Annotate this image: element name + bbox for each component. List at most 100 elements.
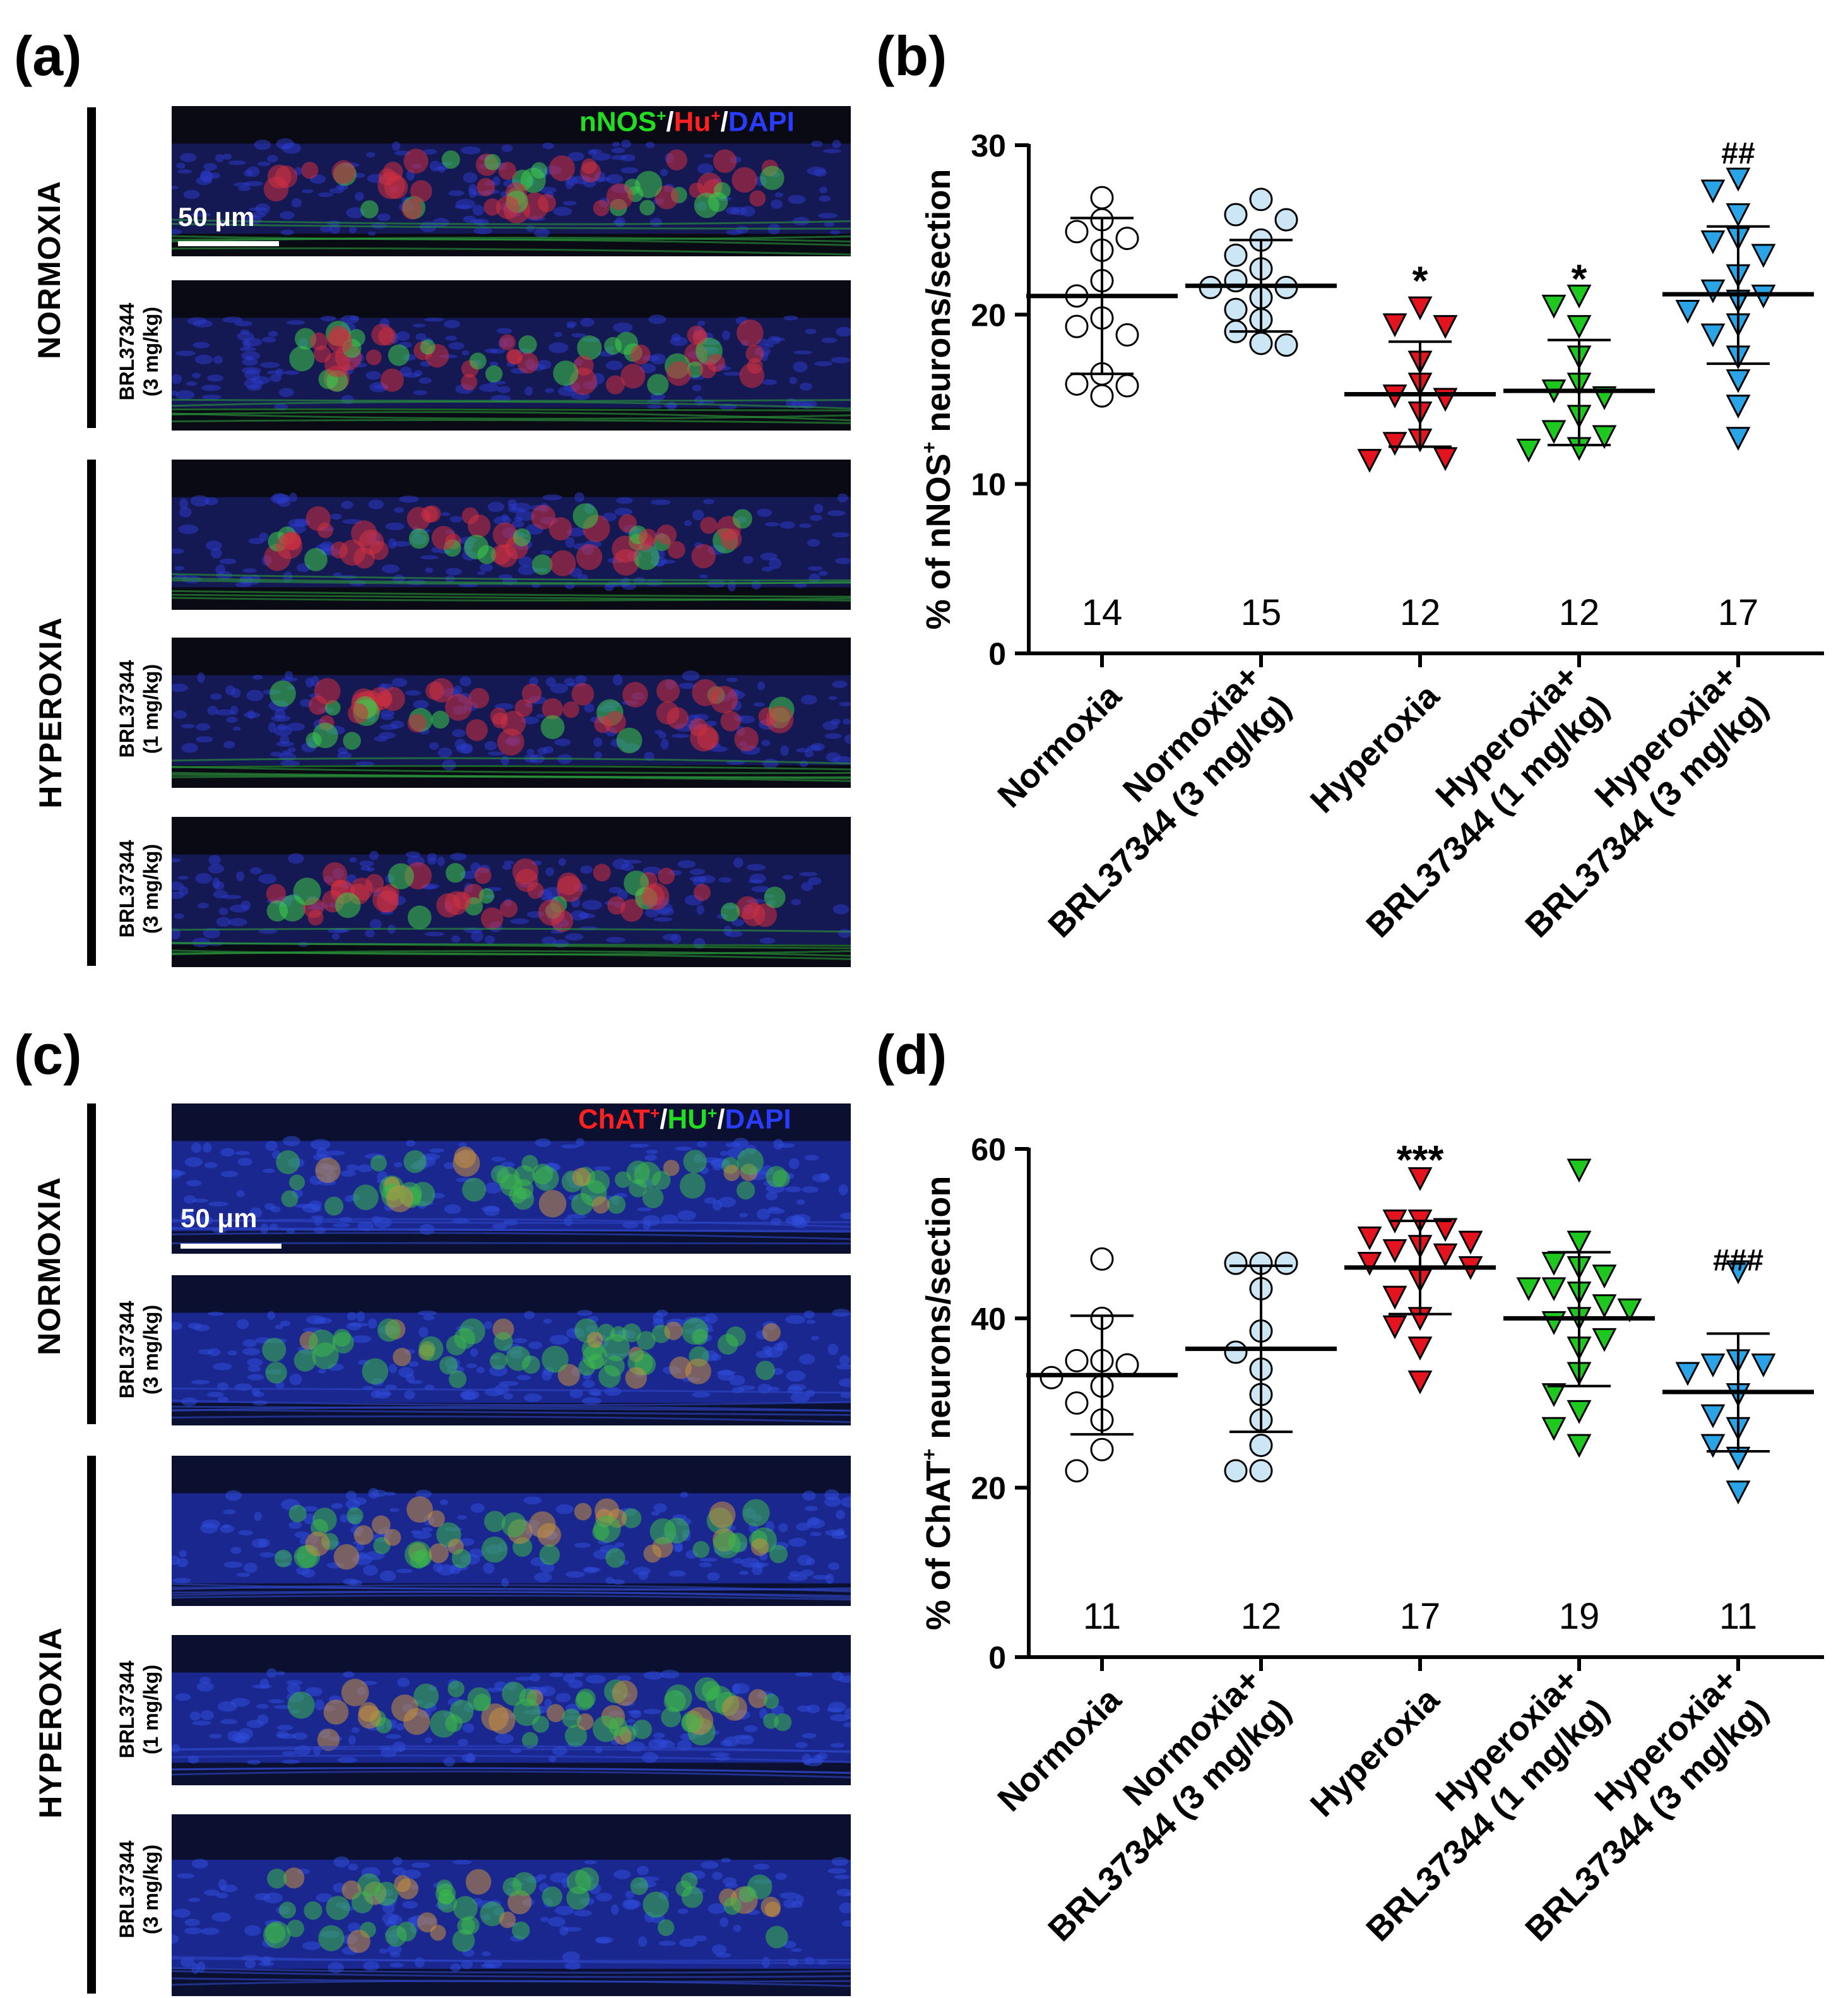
x-category-label: Normoxia [990, 677, 1128, 815]
data-point [1751, 1353, 1776, 1377]
data-point [1382, 1239, 1407, 1263]
data-point [1065, 220, 1089, 244]
data-point [1541, 294, 1567, 319]
data-point [1541, 1383, 1567, 1407]
panel-a-letter: (a) [14, 25, 82, 87]
data-point [1407, 1370, 1433, 1394]
x-category-label: Hyperoxia [1303, 1680, 1447, 1824]
row-label-c-5: BRL37344 (3 mg/kg) [116, 1840, 162, 1939]
significance-marker: *** [1397, 1137, 1444, 1182]
data-point [1675, 1362, 1700, 1386]
data-point [1224, 297, 1248, 321]
data-point [1726, 369, 1751, 393]
data-point [1249, 331, 1273, 355]
n-count: 12 [1400, 592, 1441, 633]
data-point [1433, 1218, 1458, 1242]
n-count: 19 [1559, 1596, 1600, 1637]
data-point [1516, 1277, 1541, 1302]
data-point [1274, 1251, 1298, 1275]
micrograph-a-normoxia [172, 106, 851, 256]
data-point [1726, 167, 1751, 192]
scale-bar-a [178, 241, 279, 246]
data-point [1700, 1353, 1726, 1377]
significance-marker: ### [1713, 1244, 1763, 1277]
data-point [1567, 1158, 1592, 1183]
x-category-line1: Normoxia [990, 677, 1128, 815]
legend-c-dapi: DAPI [725, 1103, 791, 1135]
x-category-label: Normoxia [990, 1680, 1128, 1819]
y-tick-label: 30 [971, 128, 1006, 164]
data-point [1382, 313, 1407, 338]
n-count: 17 [1718, 592, 1759, 633]
normoxia-label-a: NORMOXIA [32, 181, 67, 359]
scale-bar-c [181, 1244, 281, 1249]
data-point [1433, 447, 1458, 472]
micrograph-c-hyperoxia-brl3 [172, 1814, 851, 1996]
legend-a: nNOS+/Hu+/DAPI [579, 106, 795, 138]
significance-marker: * [1413, 258, 1428, 303]
data-point [1249, 1434, 1273, 1458]
micrograph-a-hyperoxia-brl1 [172, 638, 851, 788]
micrograph-a-normoxia-brl3 [172, 280, 851, 431]
data-point [1040, 1365, 1063, 1389]
hyperoxia-bracket-c [87, 1456, 96, 1994]
data-point [1357, 1252, 1382, 1276]
data-point [1382, 432, 1407, 456]
n-count: 11 [1719, 1596, 1757, 1637]
row-label-a-5: BRL37344 (3 mg/kg) [116, 840, 162, 938]
row-label-c-2: BRL37344 (3 mg/kg) [116, 1300, 162, 1399]
data-point [1700, 323, 1726, 348]
n-count: 15 [1241, 592, 1282, 633]
chart-d: 0 20 40 60 % of ChAT+ neurons/section 11 Normo… [871, 1098, 1843, 1995]
data-point [1249, 187, 1273, 211]
data-point [1090, 1247, 1114, 1271]
significance-marker: * [1572, 256, 1587, 302]
data-point [1433, 1243, 1458, 1268]
data-point [1592, 1328, 1617, 1352]
y-tick-label: 40 [971, 1301, 1006, 1336]
micrograph-c-normoxia [172, 1103, 851, 1254]
data-point [1617, 1298, 1642, 1323]
data-point [1407, 1167, 1433, 1191]
hyperoxia-label-c: HYPEROXIA [33, 1627, 68, 1819]
n-count: 11 [1083, 1596, 1121, 1637]
n-count: 12 [1241, 1596, 1282, 1637]
legend-a-dapi: DAPI [728, 106, 795, 138]
data-point [1090, 384, 1114, 408]
data-point [1541, 1252, 1567, 1276]
data-point [1065, 1459, 1089, 1483]
data-point [1700, 230, 1726, 254]
y-axis-label: % of ChAT+ neurons/section [918, 1176, 957, 1631]
legend-a-nnos: nNOS [579, 106, 657, 138]
micrograph-c-hyperoxia [172, 1456, 851, 1606]
data-point [1700, 1434, 1726, 1458]
data-point [1224, 203, 1248, 227]
micrograph-a-hyperoxia-brl3 [172, 817, 851, 967]
n-count: 12 [1559, 592, 1600, 633]
data-point [1700, 1404, 1726, 1429]
legend-a-hu: Hu [673, 106, 711, 138]
panel-c-letter: (c) [14, 1023, 82, 1086]
n-count: 17 [1400, 1596, 1441, 1637]
data-point [1249, 1459, 1273, 1483]
data-point [1433, 315, 1458, 339]
x-category-label: Normoxia+BRL37344 (3 mg/kg) [1041, 657, 1298, 944]
data-point [1407, 1336, 1433, 1361]
data-point [1224, 269, 1248, 293]
data-point [1224, 243, 1248, 267]
data-point [1357, 1226, 1382, 1251]
data-point [1567, 1400, 1592, 1424]
data-point [1541, 1417, 1567, 1441]
data-point [1115, 227, 1139, 251]
y-tick-label: 20 [971, 1471, 1006, 1506]
x-category-line1: Hyperoxia [1303, 677, 1447, 821]
data-point [1516, 439, 1541, 463]
data-point [1592, 425, 1617, 449]
y-tick-label: 0 [988, 636, 1006, 672]
x-category-line1: Normoxia [990, 1680, 1128, 1819]
panel-d-letter: (d) [876, 1023, 947, 1086]
y-axis-label: % of nNOS+ neurons/section [918, 169, 957, 630]
data-point [1357, 449, 1382, 473]
normoxia-label-c: NORMOXIA [32, 1177, 67, 1355]
hyperoxia-bracket-a [87, 460, 96, 966]
